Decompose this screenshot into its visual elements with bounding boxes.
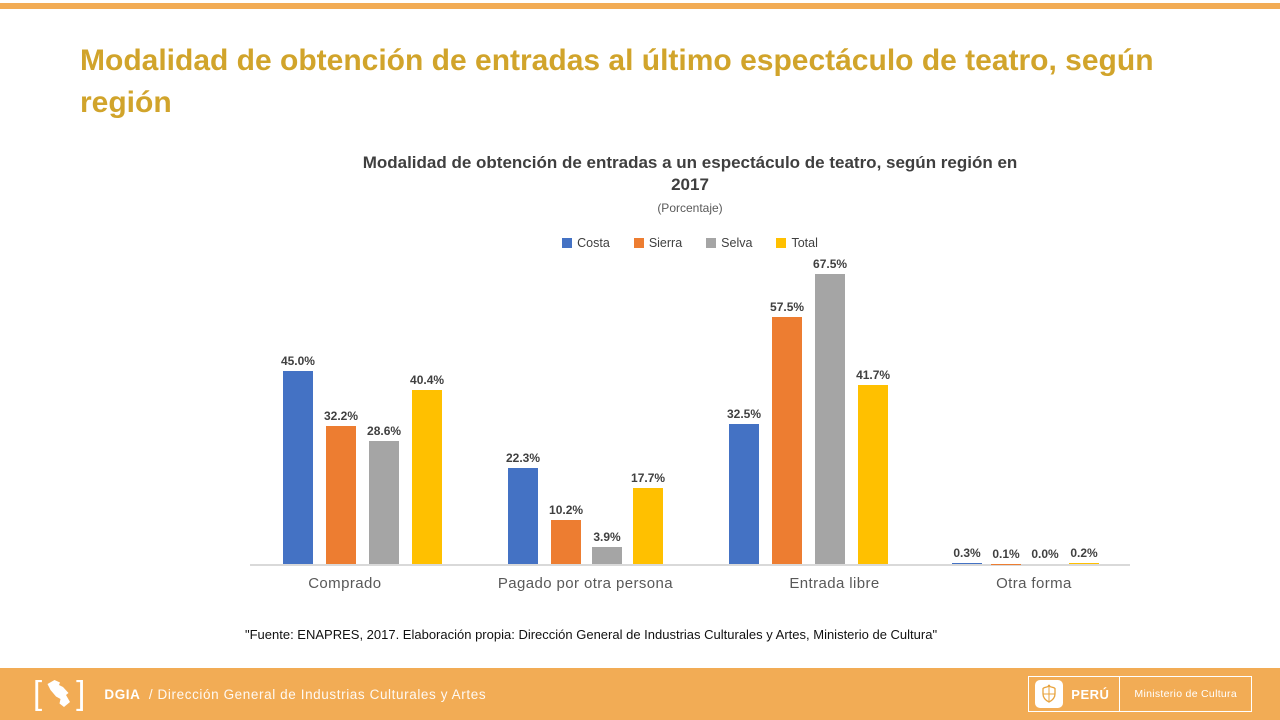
footer-bar: [ ] DGIA / Dirección General de Industri… [0,668,1280,720]
plot-area: 45.0% 32.2% 28.6% 40.4% 22.3% 10.2% 3.9% 17.7% 3… [250,256,1130,567]
bar-slot: 28.6% [367,256,402,565]
bar-value-label: 0.2% [1070,546,1098,561]
bar-slot: 3.9% [592,256,623,565]
right-bracket-glyph: ] [76,673,86,711]
bar-sierra-2 [551,520,582,565]
bar-total-4 [1069,563,1100,565]
category-label: Entrada libre [789,575,880,593]
category-axis: Comprado Pagado por otra persona Entrada l… [250,575,1130,592]
bar-costa-1 [282,370,313,565]
chart-subtitle: (Porcentaje) [657,201,723,216]
bar-slot: 22.3% [505,256,541,565]
bar-slot: 40.4% [410,256,445,565]
bar-slot: 10.2% [549,256,584,565]
legend-swatch-icon [562,238,573,249]
legend-item-total: Total [776,236,818,251]
legend-label: Total [791,236,818,251]
bar-value-label: 0.1% [992,546,1020,561]
peru-label: PERÚ [1071,686,1110,702]
left-bracket-glyph: [ [33,673,43,711]
bar-value-label: 28.6% [367,424,402,439]
footer-org-text: DGIA / Dirección General de Industrias C… [104,687,486,702]
legend-label: Costa [577,236,610,251]
ministry-cell: Ministerio de Cultura [1119,677,1251,711]
bar-value-label: 45.0% [280,353,315,368]
category-label: Otra forma [996,575,1072,593]
bar-slot: 57.5% [770,256,805,565]
bar-chart: Modalidad de obtención de entradas a un … [250,152,1130,592]
bar-total-2 [633,488,664,565]
bar-selva-3 [815,273,846,565]
category-label: Pagado por otra persona [497,575,673,593]
chart-legend: Costa Sierra Selva Total [250,236,1130,250]
bar-value-label: 41.7% [856,367,891,382]
legend-label: Selva [721,236,753,251]
legend-item-selva: Selva [706,236,752,250]
bar-selva-2 [592,547,623,565]
bar-slot: 32.5% [726,256,762,565]
peru-ministry-logo: PERÚ Ministerio de Cultura [1028,676,1252,712]
footer-org-abbr: DGIA [104,686,141,702]
bar-sierra-1 [326,425,356,565]
bar-value-label: 17.7% [631,471,666,486]
top-accent-bar [0,3,1280,9]
bar-value-label: 10.2% [549,503,584,518]
bar-slot: 17.7% [631,256,666,565]
bar-slot: 0.2% [1069,256,1100,565]
category-label: Comprado [308,575,382,593]
bar-value-label: 40.4% [410,373,445,388]
bar-value-label: 22.3% [505,451,541,466]
legend-swatch-icon [776,238,787,249]
bar-group: 32.5% 57.5% 67.5% 41.7% [726,256,891,565]
bar-costa-2 [508,468,538,565]
bar-slot: 67.5% [813,256,848,565]
peru-logo-cell: PERÚ [1029,677,1119,711]
bar-value-label: 0.3% [953,545,981,560]
bar-selva-1 [369,441,400,565]
bar-total-3 [858,384,889,565]
legend-item-costa: Costa [562,236,610,250]
dgia-logo: [ ] DGIA / Dirección General de Industri… [33,673,486,711]
bar-value-label: 57.5% [770,299,805,314]
bar-group: 0.3% 0.1% 0.0% 0.2% [952,256,1100,565]
bar-value-label: 3.9% [593,530,621,545]
legend-label: Sierra [648,236,683,251]
legend-item-sierra: Sierra [633,236,683,251]
bar-slot: 32.2% [323,256,359,565]
legend-swatch-icon [633,238,644,249]
bar-total-1 [412,390,443,565]
bar-value-label: 0.0% [1031,547,1059,562]
bar-slot: 0.3% [952,256,983,565]
chart-title: Modalidad de obtención de entradas a un … [362,153,1018,195]
bar-group: 45.0% 32.2% 28.6% 40.4% [280,256,445,565]
footer-org-name: / Dirección General de Industrias Cultur… [148,686,487,702]
bar-costa-4 [952,562,983,565]
bar-slot: 41.7% [856,256,891,565]
slide-title: Modalidad de obtención de entradas al úl… [80,44,1154,119]
bar-group: 22.3% 10.2% 3.9% 17.7% [505,256,666,565]
bar-sierra-3 [772,316,803,565]
bar-slot: 0.0% [1030,256,1060,564]
bar-slot: 45.0% [280,256,315,565]
bar-value-label: 32.5% [726,407,762,422]
source-note: "Fuente: ENAPRES, 2017. Elaboración prop… [245,627,938,642]
legend-swatch-icon [706,238,717,249]
peru-coat-of-arms-icon [1035,680,1064,708]
ministry-label: Ministerio de Cultura [1134,688,1237,700]
bar-costa-3 [729,424,759,565]
peru-map-icon [47,680,71,708]
bar-value-label: 32.2% [323,408,359,423]
bar-value-label: 67.5% [813,256,848,271]
bar-slot: 0.1% [991,256,1022,565]
